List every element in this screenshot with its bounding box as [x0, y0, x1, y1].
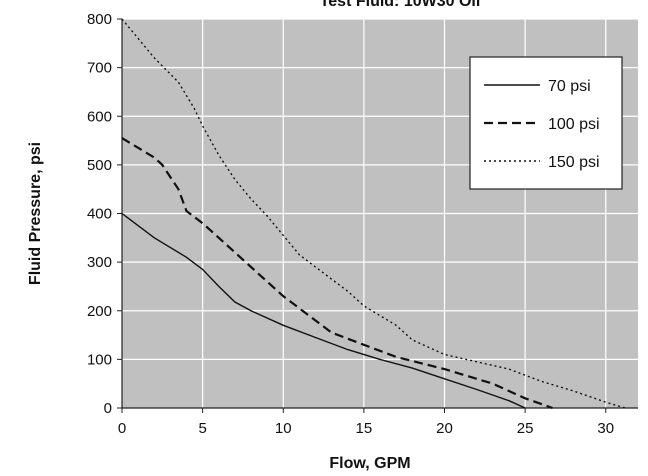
y-tick-label: 800	[87, 11, 112, 28]
y-tick-label: 200	[87, 303, 112, 320]
y-axis-title: Fluid Pressure, psi	[27, 142, 44, 285]
y-tick-label: 600	[87, 108, 112, 125]
x-tick-label: 30	[597, 420, 614, 437]
chart-title: Test Fluid: 10W30 Oil	[320, 0, 481, 10]
legend: 70 psi 100 psi 150 psi	[469, 56, 623, 190]
series-line	[121, 18, 626, 409]
grid-lines	[122, 18, 638, 408]
x-tick-label: 10	[275, 420, 292, 437]
y-tick-label: 0	[104, 400, 112, 417]
series-lines	[121, 18, 626, 410]
legend-label: 70 psi	[548, 78, 591, 95]
y-tick-label: 300	[87, 254, 112, 271]
x-tick-label: 20	[436, 420, 453, 437]
series-line	[121, 137, 553, 410]
legend-box	[469, 56, 623, 190]
y-tick-label: 400	[87, 206, 112, 223]
x-axis-title: Flow, GPM	[329, 455, 410, 472]
legend-label: 150 psi	[548, 154, 600, 171]
x-tick-label: 0	[118, 420, 126, 437]
series-line	[121, 212, 526, 409]
legend-label: 100 psi	[548, 116, 600, 133]
y-tick-label: 700	[87, 60, 112, 77]
x-tick-label: 5	[198, 420, 206, 437]
y-tick-label: 100	[87, 351, 112, 368]
x-tick-label: 25	[517, 420, 534, 437]
x-tick-label: 15	[356, 420, 373, 437]
y-tick-label: 500	[87, 157, 112, 174]
